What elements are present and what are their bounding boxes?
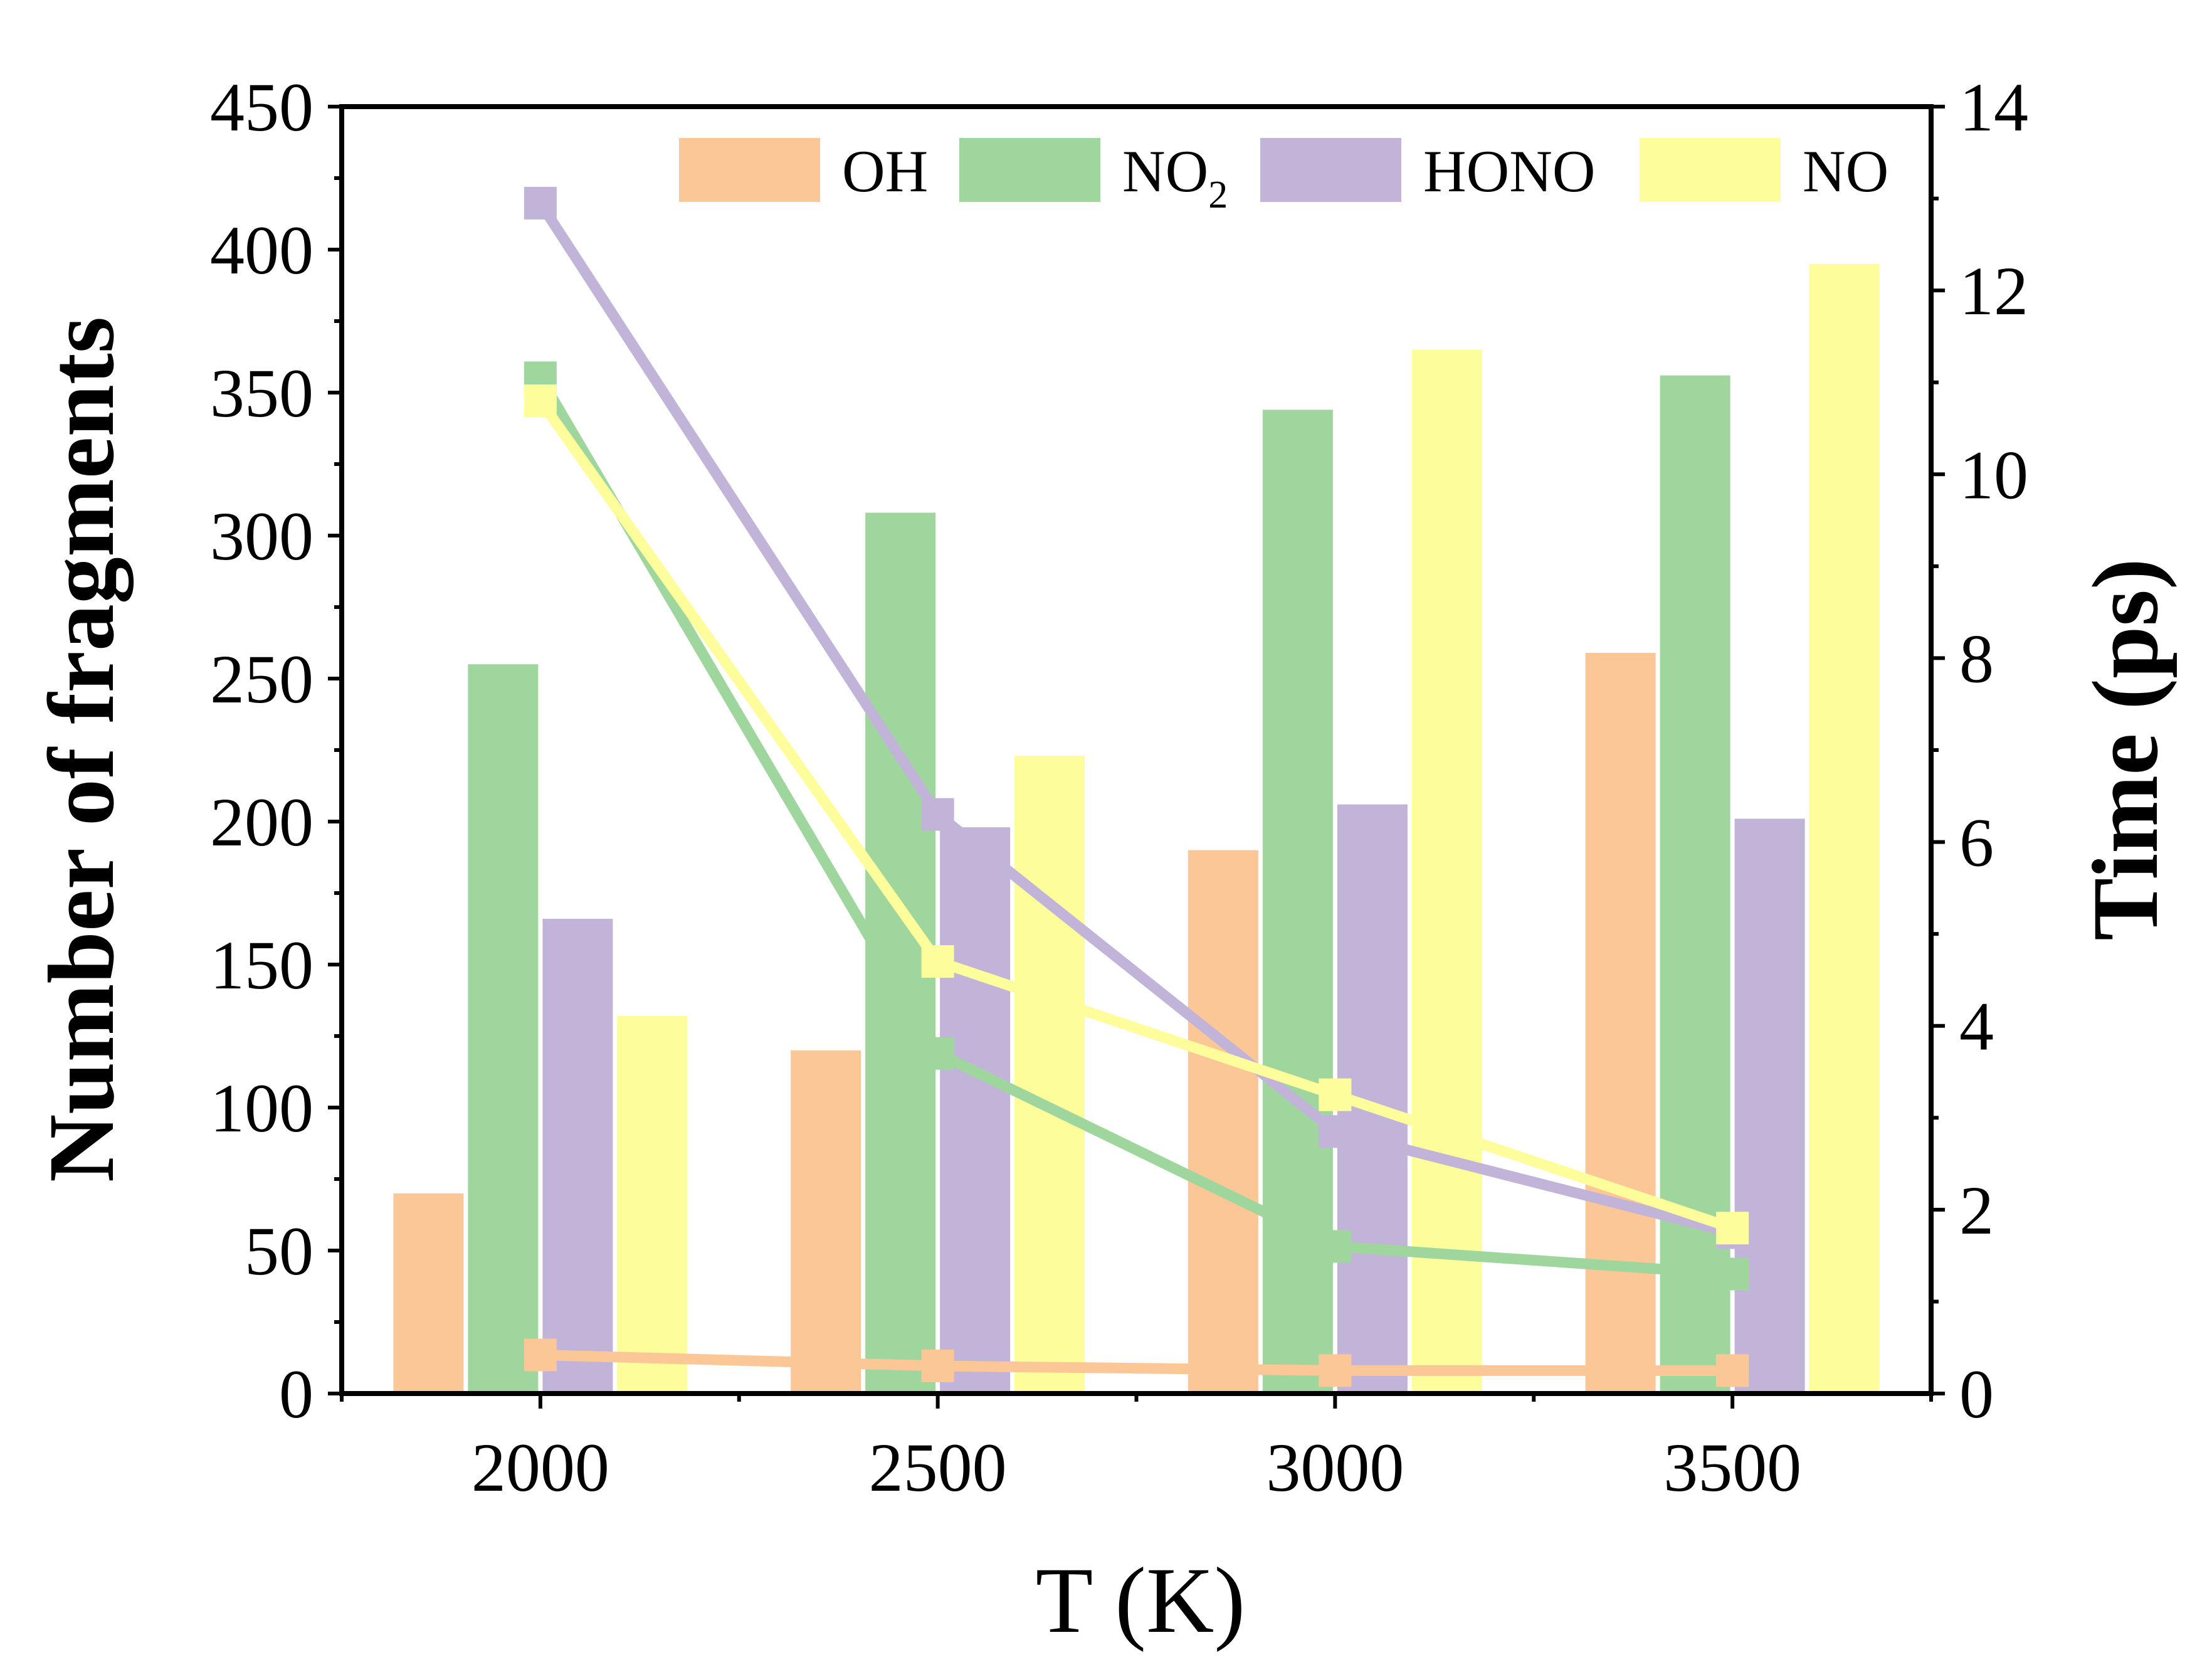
bar-no-3000 — [1411, 349, 1482, 1394]
legend: OH NO2 HONO NO — [679, 138, 1888, 216]
legend-swatch — [679, 138, 820, 202]
legend-label: HONO — [1423, 138, 1595, 204]
y-axis-left-title: Number of fragments — [29, 317, 134, 1182]
bar-hono-2500 — [940, 827, 1011, 1394]
x-tick-label: 3500 — [1663, 1429, 1801, 1506]
marker-no-2000 — [524, 384, 557, 418]
y-right-tick-label: 10 — [1959, 436, 2028, 513]
axes-layer: 0 50 100 150 200 250 300 350 400 450 0 2 4 6 8 10 12 14 20… — [210, 69, 2028, 1506]
marker-no-2500 — [921, 945, 954, 978]
marker-no2-2500 — [921, 1037, 954, 1070]
line-oh — [535, 1349, 1738, 1376]
marker-oh-2500 — [921, 1350, 954, 1383]
y-right-tick-label: 14 — [1959, 69, 2028, 145]
legend-label: OH — [842, 138, 928, 204]
y-left-tick-label: 300 — [210, 498, 313, 574]
bar-no-2000 — [617, 1016, 688, 1394]
legend-swatch — [1260, 138, 1401, 202]
x-axis-title: T (K) — [1036, 1548, 1246, 1653]
legend-swatch — [1640, 138, 1781, 202]
y-left-tick-label: 50 — [245, 1213, 313, 1289]
marker-hono-3000 — [1319, 1115, 1352, 1148]
line-hono — [535, 198, 1738, 1238]
bar-no-3500 — [1809, 263, 1880, 1394]
x-tick-label: 2500 — [869, 1429, 1007, 1506]
marker-oh-3500 — [1716, 1354, 1749, 1387]
y-left-tick-label: 100 — [210, 1070, 313, 1146]
x-tick-label: 2000 — [471, 1429, 609, 1506]
marker-hono-2000 — [524, 186, 557, 220]
y-left-tick-label: 450 — [210, 69, 313, 145]
y-left-tick-label: 150 — [210, 927, 313, 1003]
legend-item-oh: OH — [679, 138, 928, 204]
y-right-tick-label: 0 — [1959, 1356, 1994, 1432]
y-right-tick-label: 4 — [1959, 988, 1994, 1065]
y-right-tick-label: 6 — [1959, 805, 1994, 881]
y-left-tick-label: 250 — [210, 641, 313, 717]
legend-item-no: NO — [1640, 138, 1888, 204]
line-no2 — [535, 372, 1738, 1279]
bar-oh-3500 — [1585, 652, 1656, 1394]
legend-swatch — [959, 138, 1100, 202]
marker-oh-2000 — [524, 1338, 557, 1372]
bar-hono-2000 — [542, 919, 613, 1394]
bar-oh-2500 — [791, 1050, 861, 1394]
y-axis-right-title: Time (ps) — [2073, 558, 2178, 941]
lines-layer — [524, 186, 1749, 1387]
y-left-tick-label: 400 — [210, 212, 313, 288]
line-no — [535, 395, 1738, 1234]
y-right-tick-label: 8 — [1959, 620, 1994, 697]
y-right-tick-label: 12 — [1959, 253, 2028, 329]
legend-item-hono: HONO — [1260, 138, 1595, 204]
marker-no-3000 — [1319, 1078, 1352, 1111]
bar-no-2500 — [1014, 756, 1085, 1394]
marker-no2-3500 — [1716, 1257, 1749, 1291]
bar-hono-3500 — [1734, 818, 1805, 1394]
x-tick-label: 3000 — [1266, 1429, 1404, 1506]
y-left-tick-label: 200 — [210, 784, 313, 860]
bar-oh-2000 — [393, 1193, 464, 1394]
y-left-tick-label: 350 — [210, 355, 313, 431]
marker-hono-2500 — [921, 798, 954, 831]
marker-no-3500 — [1716, 1212, 1749, 1245]
bar-no2-2000 — [468, 664, 539, 1394]
marker-no2-3000 — [1319, 1230, 1352, 1263]
y-left-tick-label: 0 — [279, 1356, 313, 1432]
y-right-tick-label: 2 — [1959, 1172, 1994, 1249]
legend-label: NO — [1803, 138, 1888, 204]
bar-oh-3000 — [1188, 850, 1258, 1394]
marker-oh-3000 — [1319, 1354, 1352, 1387]
